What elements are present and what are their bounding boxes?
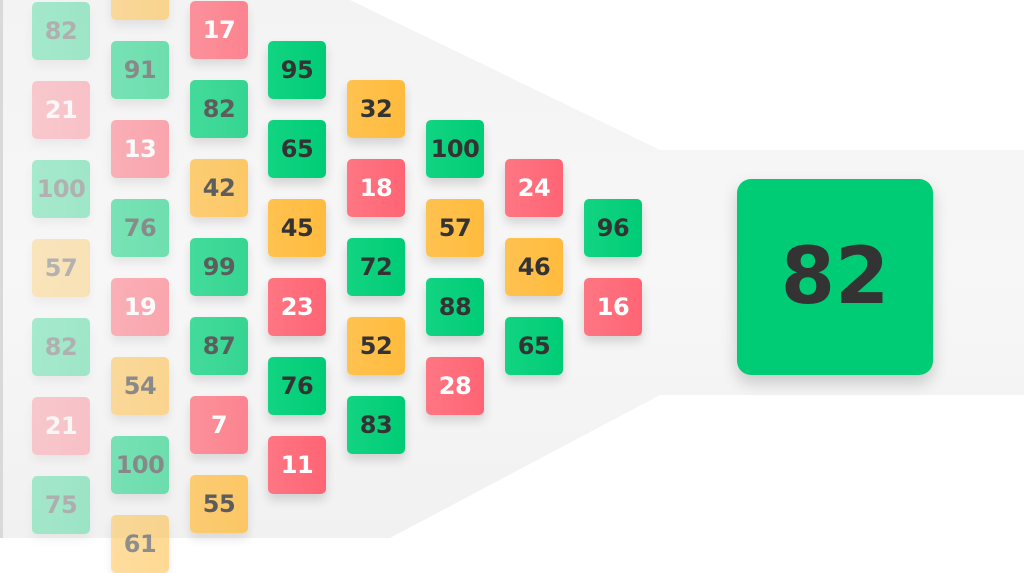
tile-value: 7 — [210, 411, 228, 439]
tile-value: 32 — [359, 95, 393, 123]
number-tile: 65 — [505, 317, 563, 375]
tile-value: 24 — [517, 174, 551, 202]
number-tile: 100 — [32, 160, 90, 218]
number-tile: 75 — [32, 476, 90, 534]
number-tile: 57 — [32, 239, 90, 297]
number-tile: 96 — [584, 199, 642, 257]
tile-value: 57 — [44, 254, 78, 282]
tile-value: 45 — [280, 214, 314, 242]
number-tile: 82 — [32, 318, 90, 376]
tile-value: 21 — [44, 96, 78, 124]
tile-value: 100 — [36, 175, 86, 203]
number-tile: 21 — [32, 397, 90, 455]
tile-value: 17 — [202, 16, 236, 44]
tile-value: 95 — [280, 56, 314, 84]
number-tile: 65 — [268, 120, 326, 178]
number-tile: 95 — [268, 41, 326, 99]
tile-value: 82 — [44, 17, 78, 45]
tile-value: 16 — [596, 293, 630, 321]
number-tile: 72 — [347, 238, 405, 296]
number-tile: 7 — [190, 396, 248, 454]
number-tile: 46 — [505, 238, 563, 296]
number-tile: 17 — [190, 1, 248, 59]
number-tile: 100 — [426, 120, 484, 178]
number-tile: 54 — [111, 357, 169, 415]
tile-value: 72 — [359, 253, 393, 281]
tile-value: 96 — [596, 214, 630, 242]
tile-value: 46 — [124, 0, 157, 5]
number-tile: 16 — [584, 278, 642, 336]
number-tile: 46 — [111, 0, 169, 20]
tile-value: 54 — [123, 372, 157, 400]
tile-value: 88 — [438, 293, 472, 321]
tile-value: 82 — [44, 333, 78, 361]
number-tile: 82 — [32, 2, 90, 60]
tile-value: 99 — [202, 253, 236, 281]
number-tile: 76 — [268, 357, 326, 415]
number-tile: 83 — [347, 396, 405, 454]
number-tile: 88 — [426, 278, 484, 336]
tile-value: 55 — [202, 490, 236, 518]
tile-value: 61 — [123, 530, 157, 558]
tile-value: 75 — [44, 491, 78, 519]
tile-value: 76 — [123, 214, 157, 242]
number-tile: 42 — [190, 159, 248, 217]
tile-value: 18 — [359, 174, 393, 202]
result-tile: 82 — [737, 179, 933, 375]
tile-value: 28 — [438, 372, 472, 400]
tile-value: 91 — [123, 56, 157, 84]
number-tile: 23 — [268, 278, 326, 336]
number-tile: 21 — [32, 81, 90, 139]
tile-value: 100 — [115, 451, 165, 479]
tile-value: 82 — [202, 95, 236, 123]
tile-value: 46 — [517, 253, 551, 281]
number-tile: 19 — [111, 278, 169, 336]
number-tile: 28 — [426, 357, 484, 415]
left-border — [0, 0, 3, 538]
tile-value: 83 — [359, 411, 393, 439]
number-tile: 18 — [347, 159, 405, 217]
number-tile: 11 — [268, 436, 326, 494]
number-tile: 82 — [190, 80, 248, 138]
number-tile: 45 — [268, 199, 326, 257]
number-tile: 87 — [190, 317, 248, 375]
tile-value: 65 — [280, 135, 314, 163]
number-tile: 91 — [111, 41, 169, 99]
number-tile: 76 — [111, 199, 169, 257]
number-tile: 24 — [505, 159, 563, 217]
number-tile: 55 — [190, 475, 248, 533]
tile-value: 76 — [280, 372, 314, 400]
tile-value: 42 — [202, 174, 236, 202]
number-tile: 52 — [347, 317, 405, 375]
number-tile: 61 — [111, 515, 169, 573]
tile-value: 11 — [280, 451, 314, 479]
result-value: 82 — [780, 232, 890, 322]
tile-value: 52 — [359, 332, 393, 360]
tile-value: 100 — [430, 135, 480, 163]
tile-value: 23 — [280, 293, 314, 321]
tile-value: 13 — [123, 135, 157, 163]
tile-value: 65 — [517, 332, 551, 360]
number-tile: 57 — [426, 199, 484, 257]
number-tile: 13 — [111, 120, 169, 178]
number-tile: 32 — [347, 80, 405, 138]
tile-value: 21 — [44, 412, 78, 440]
number-tile: 100 — [111, 436, 169, 494]
tile-value: 57 — [438, 214, 472, 242]
number-tile: 99 — [190, 238, 248, 296]
tile-value: 87 — [202, 332, 236, 360]
tile-value: 19 — [123, 293, 157, 321]
